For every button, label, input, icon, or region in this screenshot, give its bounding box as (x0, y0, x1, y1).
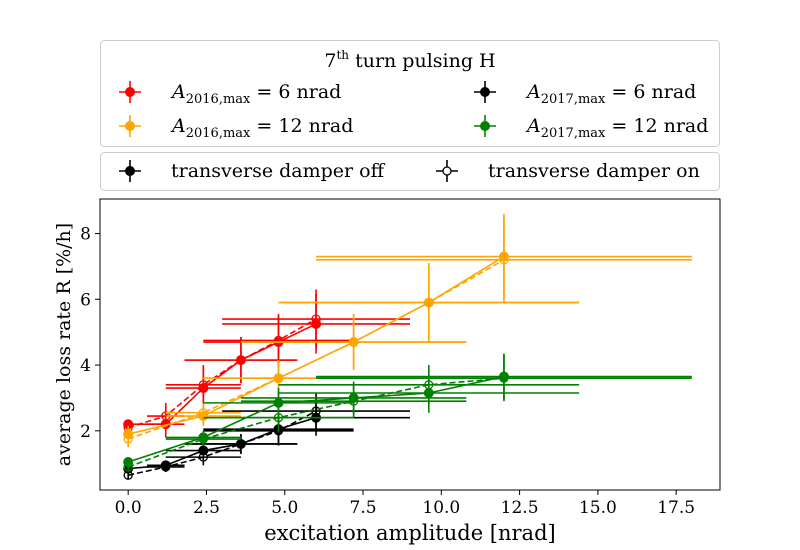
y-tick-label: 2 (80, 422, 91, 442)
data-point-open (123, 462, 133, 472)
legend-value: = 12 nrad (605, 115, 708, 137)
series-line (128, 410, 317, 476)
y-tick-label: 6 (80, 290, 91, 310)
legend-damper-entry: transverse damper off (119, 160, 386, 182)
x-tick-label: 7.5 (350, 498, 377, 518)
y-axis-label: average loss rate R [%/h] (53, 223, 75, 466)
data-point-open (123, 434, 133, 444)
data-point-open (198, 380, 208, 390)
x-tick-label: 10.0 (422, 498, 460, 518)
legend-subscript: 2016,max (186, 92, 251, 107)
data-point-open (424, 380, 434, 390)
legend-main-label: A2016,max = 12 nrad (170, 115, 353, 141)
legend-damper: transverse damper off transverse damper o… (100, 152, 720, 191)
series-line (127, 377, 505, 468)
series-line (127, 318, 317, 429)
x-tick-label: 15.0 (579, 498, 617, 518)
plot-area (100, 199, 720, 490)
data-point-open (123, 470, 133, 480)
legend-damper-frame (100, 152, 720, 191)
legend-subscript: 2017,max (541, 126, 606, 141)
legend-marker-dot (125, 121, 135, 131)
data-point-open (198, 452, 208, 462)
legend-main-entry: A2017,max = 6 nrad (474, 81, 696, 107)
data-point-open (198, 434, 208, 444)
data-point-open (499, 255, 509, 265)
data-point-open (236, 355, 246, 365)
legend-value: = 6 nrad (605, 81, 696, 103)
data-point-open (311, 314, 321, 324)
legend-symbol: A (170, 81, 186, 103)
series-ff0000-damper-on (123, 289, 410, 433)
data-point-open (273, 373, 284, 383)
data-point-open (348, 396, 359, 406)
legend-damper-label: transverse damper on (488, 160, 700, 182)
legend-main: 7th turn pulsing H A2016,max = 6 nrad A20… (100, 40, 720, 147)
legend-marker-dot (480, 121, 490, 131)
legend-subscript: 2017,max (541, 92, 606, 107)
legend-marker-dot (125, 166, 135, 176)
legend-main-label: A2016,max = 6 nrad (170, 81, 341, 107)
legend-value: = 6 nrad (250, 81, 341, 103)
series-line (127, 259, 505, 440)
axes-frame (99, 198, 721, 491)
series-008000-damper-on (123, 355, 692, 472)
series-ffa500-damper-on (123, 217, 692, 448)
legend-marker-dot (125, 87, 135, 97)
legend-main-title: 7th turn pulsing H (324, 48, 495, 72)
data-point-open (424, 297, 434, 308)
legend-value: = 12 nrad (250, 115, 353, 137)
data-point-open (499, 373, 509, 383)
legend-main-entry: A2016,max = 12 nrad (119, 115, 353, 141)
legend-symbol: A (525, 81, 541, 103)
legend-main-frame (100, 40, 720, 147)
data-point-open (348, 337, 359, 347)
legend-main-entry: A2016,max = 6 nrad (119, 81, 341, 107)
legend-marker-open (442, 166, 452, 176)
legend-symbol: A (525, 115, 541, 137)
legend-marker-dot (480, 87, 490, 97)
x-tick-label: 0.0 (115, 498, 142, 518)
x-tick-label: 2.5 (193, 498, 220, 518)
legend-damper-label: transverse damper off (171, 160, 386, 182)
data-point-open (236, 439, 246, 449)
data-point-open (198, 408, 208, 418)
data-point-open (161, 462, 171, 472)
legend-main-entry: A2017,max = 12 nrad (474, 115, 708, 141)
x-tick-label: 12.5 (501, 498, 539, 518)
legend-subscript: 2016,max (186, 126, 251, 141)
x-axis-label: excitation amplitude [nrad] (264, 521, 555, 545)
legend-symbol: A (170, 115, 186, 137)
y-tick-label: 4 (80, 356, 91, 376)
y-tick-label: 8 (80, 225, 91, 245)
data-point-open (273, 335, 284, 346)
legend-main-label: A2017,max = 12 nrad (525, 115, 708, 141)
legend-main-label: A2017,max = 6 nrad (525, 81, 696, 107)
ticks-layer: 0.0 2.5 5.0 7.5 10.0 12.5 15.0 17.5 2 4 6 8 (80, 225, 695, 518)
x-tick-label: 17.5 (657, 498, 695, 518)
x-tick-label: 5.0 (271, 498, 298, 518)
data-layer (123, 213, 692, 480)
legend-damper-entry: transverse damper on (436, 160, 700, 182)
data-point-open (273, 413, 284, 423)
series-line (127, 375, 505, 463)
